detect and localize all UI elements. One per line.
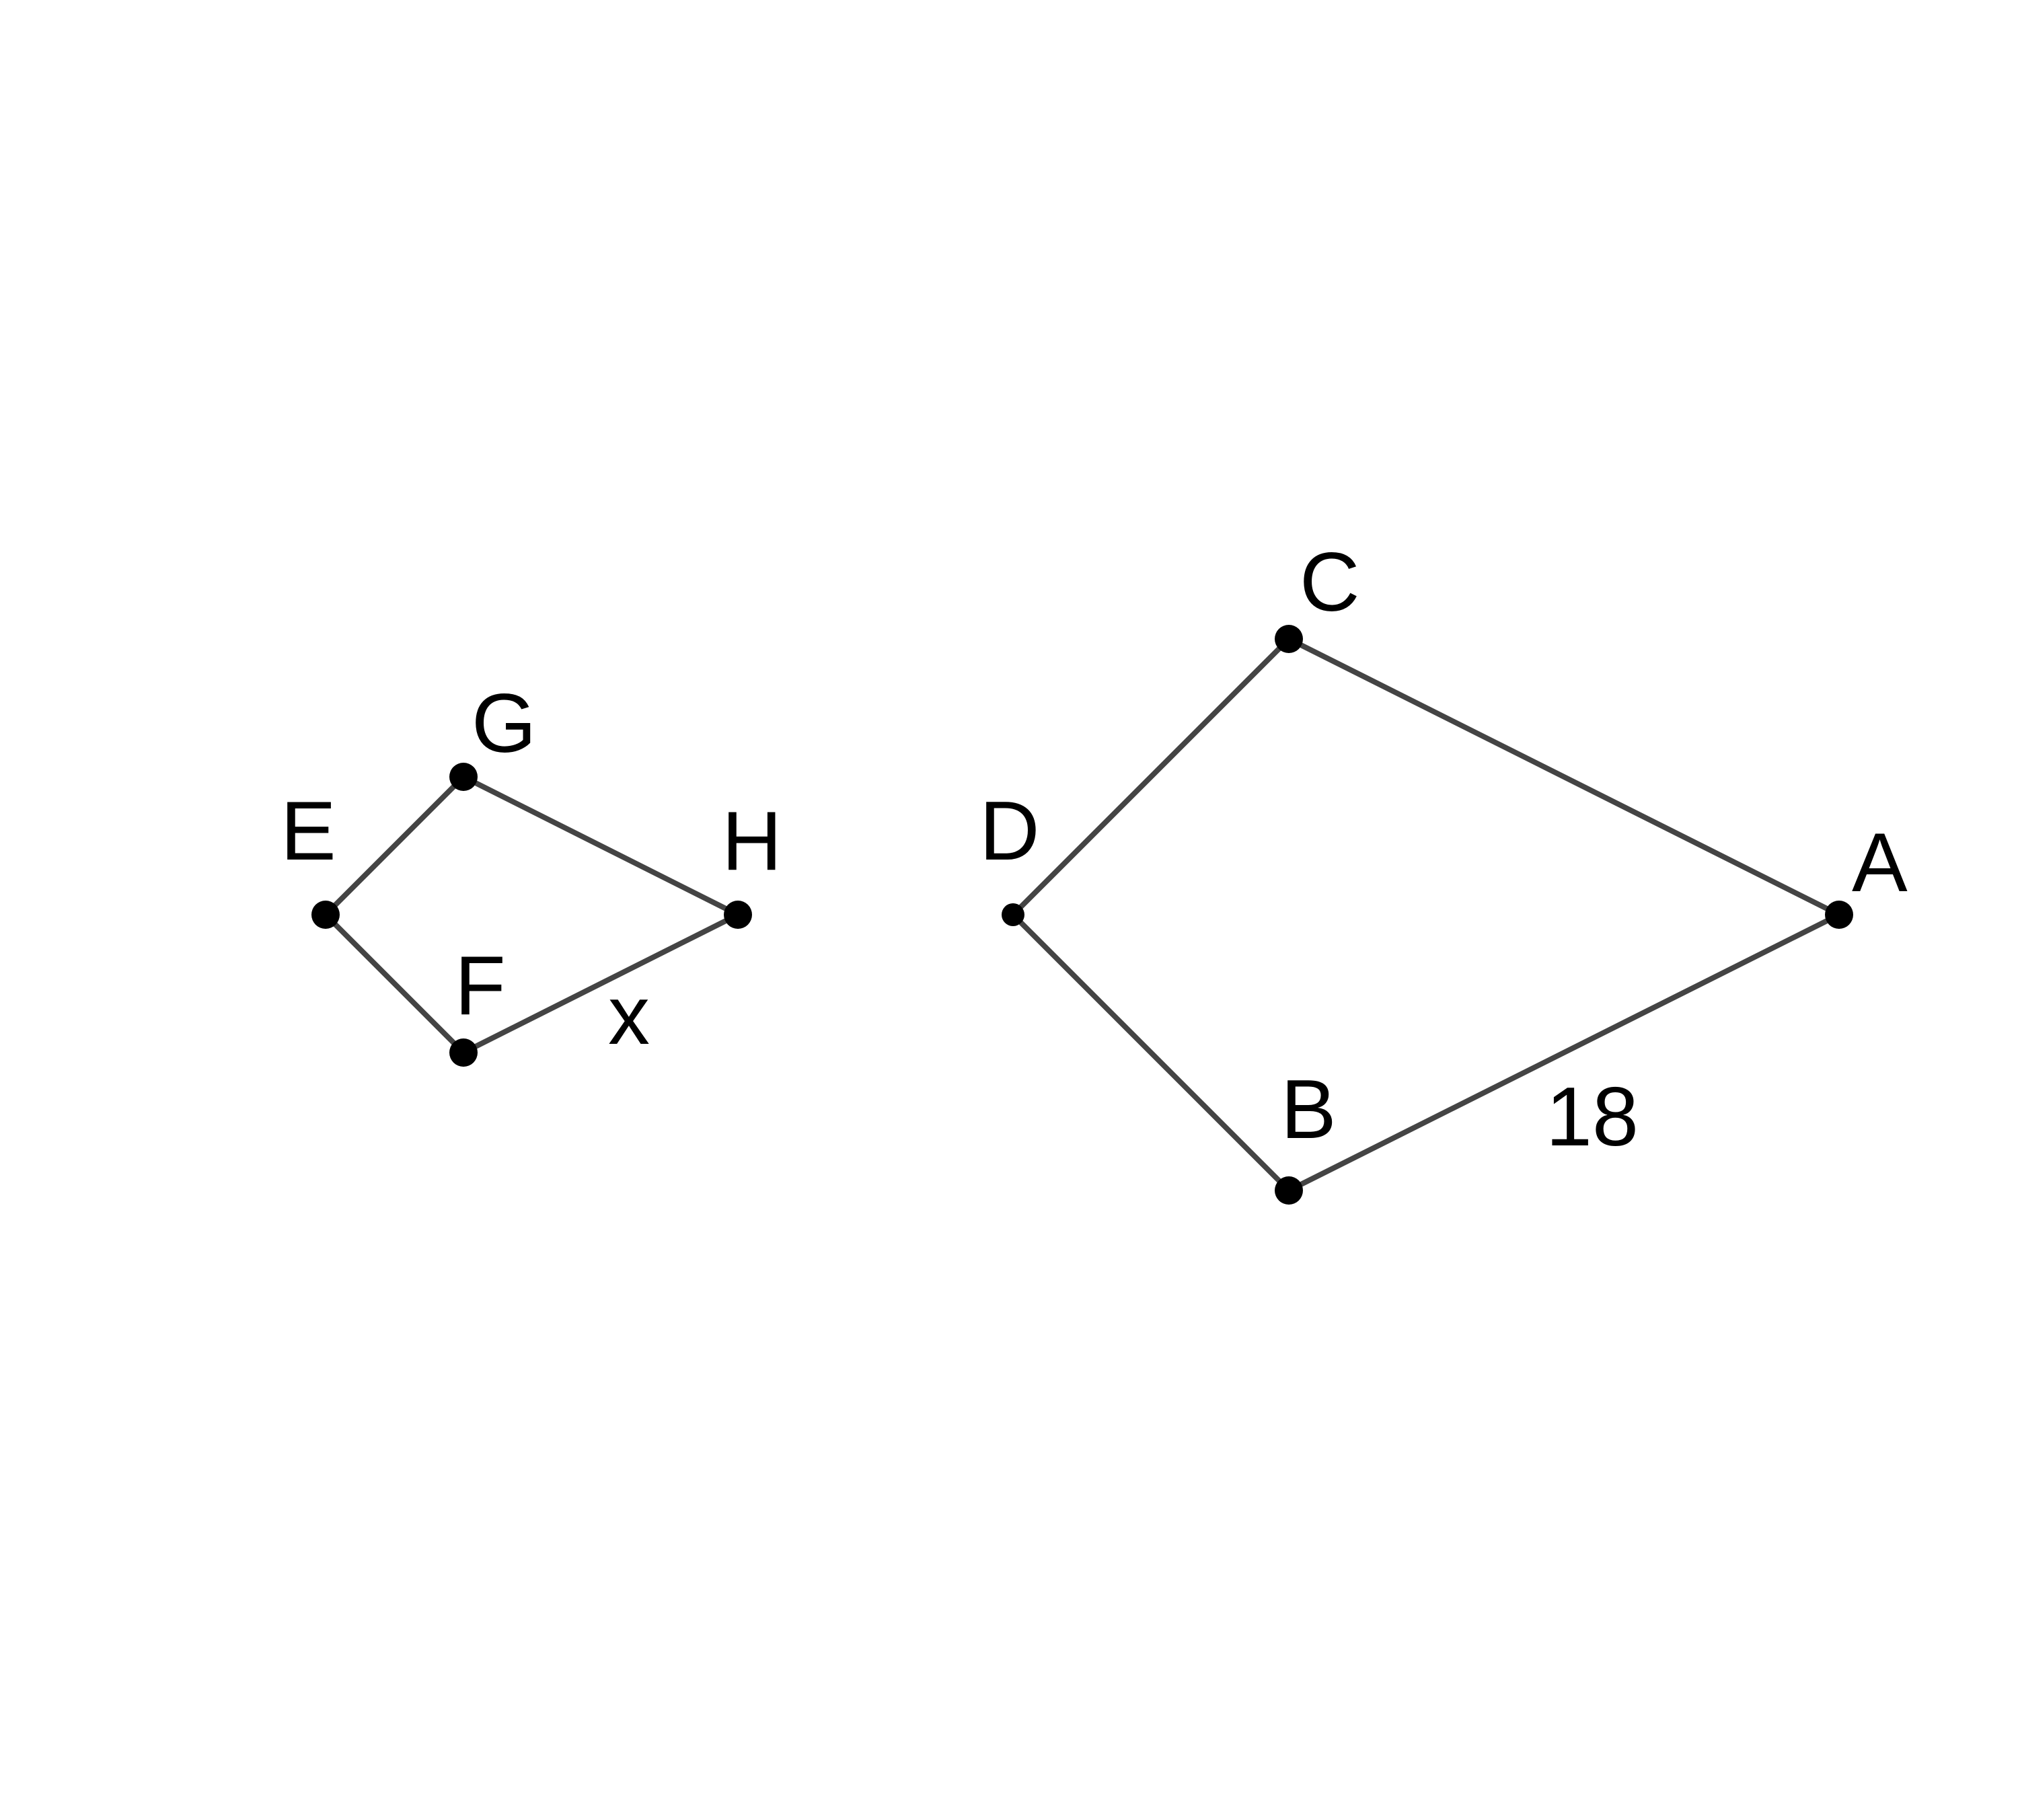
edge-HF (461, 912, 741, 1055)
vertex-F (449, 1038, 478, 1067)
vertex-H (724, 901, 752, 929)
vertex-G (449, 763, 478, 791)
label-F: F (455, 940, 506, 1032)
vertex-B (1275, 1176, 1303, 1205)
small-quadrilateral: E G H F x (281, 677, 782, 1067)
label-A: A (1852, 817, 1908, 909)
edge-GH (461, 774, 741, 917)
label-G: G (472, 677, 536, 770)
vertex-D (1002, 903, 1024, 926)
large-quadrilateral: D C A B 18 (979, 536, 1908, 1205)
side-label-FH: x (608, 969, 650, 1062)
edge-BD (1010, 912, 1292, 1193)
label-E: E (281, 785, 336, 878)
edge-EG (323, 774, 466, 917)
label-D: D (979, 785, 1040, 878)
vertex-C (1275, 625, 1303, 653)
edge-DC (1010, 636, 1292, 917)
label-B: B (1281, 1063, 1337, 1156)
edge-CA (1286, 636, 1842, 917)
side-label-BA: 18 (1546, 1071, 1639, 1164)
label-H: H (722, 795, 782, 888)
label-C: C (1300, 536, 1360, 629)
edge-AB (1286, 912, 1842, 1193)
vertex-A (1825, 901, 1853, 929)
vertex-E (311, 901, 340, 929)
edge-FE (323, 912, 466, 1055)
